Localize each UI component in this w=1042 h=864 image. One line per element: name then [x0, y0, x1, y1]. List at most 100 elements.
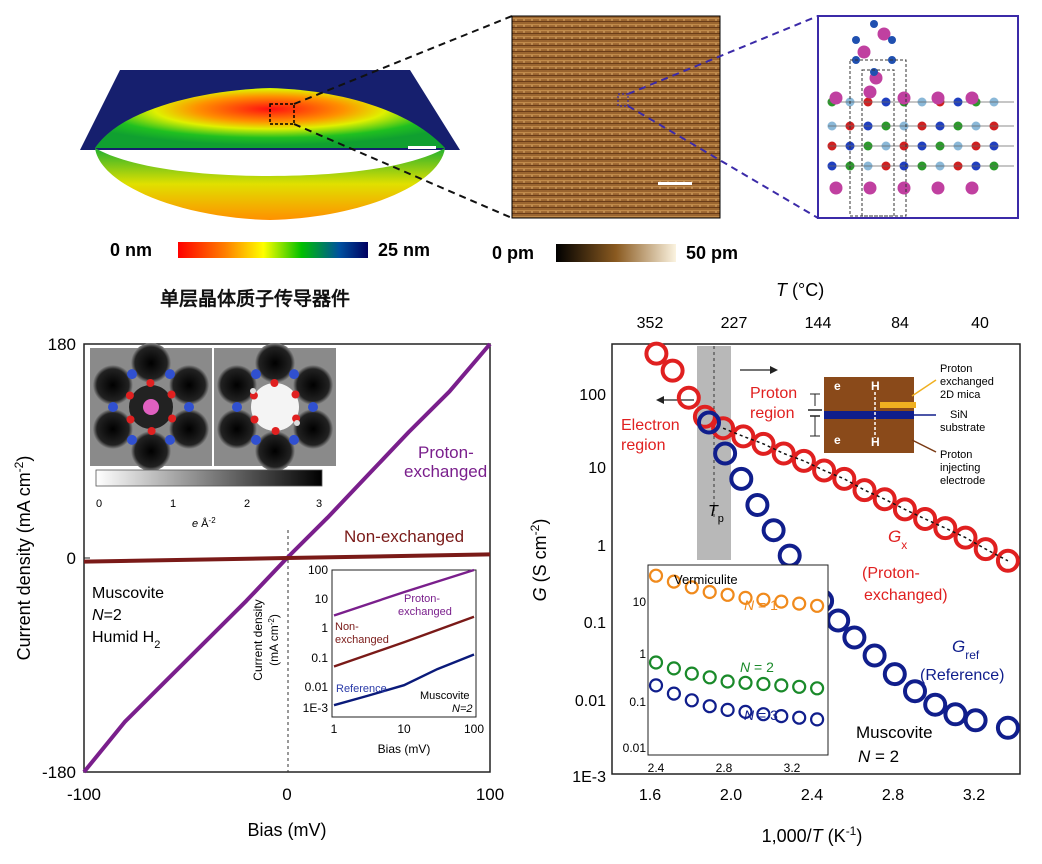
vermiculite-point-n1 [738, 590, 753, 606]
gx-label-3: exchanged) [864, 587, 948, 604]
gref-point [842, 625, 867, 650]
potassium-atom [863, 181, 877, 195]
vermiculite-point-n3 [684, 693, 699, 708]
vermiculite-point-n2 [648, 655, 664, 670]
charge-colorbar [95, 469, 323, 487]
density-blob [169, 365, 210, 405]
o-atom [146, 379, 155, 387]
right-plot-frame [611, 343, 1021, 775]
potassium-atom [897, 181, 911, 195]
left-ytick: 0 [67, 549, 76, 568]
device-label-3: Proton [940, 449, 972, 461]
gx-point [751, 431, 776, 456]
inset-label-n: N=2 [452, 703, 473, 715]
vermiculite-point-n3 [774, 708, 789, 724]
potassium-atom [877, 27, 891, 41]
vermiculite-ytick: 0.01 [623, 741, 647, 755]
vermiculite-point-n1 [756, 592, 771, 607]
left-inset-ylabel-1: Current density [251, 599, 265, 680]
potassium-atom [965, 91, 979, 105]
si-atom [251, 434, 261, 445]
device-label-1: Proton [940, 363, 972, 375]
vermiculite-point-n2 [756, 676, 771, 692]
device-h-bottom: H [871, 435, 880, 449]
gx-point [644, 341, 669, 366]
si-atom [308, 402, 318, 412]
gref-point [697, 410, 721, 435]
device-h-top: H [871, 379, 880, 393]
left-inset-ytick: 1 [321, 621, 328, 635]
device-e-bottom: e [834, 433, 841, 447]
inset-line-1 [333, 615, 475, 668]
gref-point [995, 715, 1020, 740]
vermiculite-point-n1 [774, 594, 789, 609]
scale-bar [408, 146, 436, 149]
vermiculite-inset-frame [647, 564, 829, 756]
inset-line-0 [333, 568, 475, 617]
gref-point [943, 702, 968, 727]
gx-label-2: (Proton- [862, 565, 920, 582]
colorbar-height-min: 0 nm [110, 240, 152, 260]
crystal-structure-model [817, 15, 1019, 219]
right-xtick: 1.6 [639, 787, 661, 804]
o-atom [271, 427, 280, 435]
inset-label-reference: Reference [336, 683, 387, 695]
right-xlabel: 1,000/T (K-1) [762, 824, 863, 846]
right-ytick: 10 [588, 460, 606, 477]
inset-label-muscovite: Muscovite [420, 690, 470, 702]
vermiculite-point-n2 [684, 666, 699, 681]
density-blob [92, 365, 133, 405]
right-ytick: 100 [579, 387, 606, 404]
charge-cb-tick: 2 [244, 498, 250, 510]
vermiculite-point-n2 [720, 674, 735, 689]
gx-point [832, 466, 857, 491]
vermiculite-ytick: 0.1 [629, 695, 646, 709]
inset-label-nonex-2: exchanged [335, 634, 389, 646]
vermiculite-xtick: 2.4 [648, 761, 665, 775]
label-proton-exchanged: Proton- [418, 443, 474, 462]
device-label-1b: exchanged [940, 376, 994, 388]
charge-cb-unit: e Å-2 [192, 516, 216, 531]
gref-point [923, 692, 948, 717]
vermiculite-point-n2 [792, 679, 807, 694]
k-atom [143, 399, 159, 415]
line-non-exchanged [83, 552, 491, 564]
electron-region-label-2: region [621, 437, 665, 454]
sample-n: N=2 [92, 607, 122, 624]
gx-point [660, 358, 685, 383]
tp-label: Tp [708, 503, 724, 525]
top-axis-label: T (°C) [776, 280, 824, 300]
sample-label: Muscovite [92, 585, 164, 602]
charge-cb-tick: 0 [96, 498, 102, 510]
charge-cb-tick: 1 [170, 498, 176, 510]
inset-n3-label: N = 3 [744, 707, 778, 723]
gx-point [812, 458, 837, 483]
electron-region-label: Electron [621, 417, 680, 434]
potassium-atom [965, 181, 979, 195]
figure-caption-title: 单层晶体质子传导器件 [160, 288, 351, 310]
vermiculite-ytick: 10 [633, 595, 647, 609]
si-atom [165, 369, 175, 380]
vermiculite-title: Vermiculite [674, 572, 738, 587]
vermiculite-point-n2 [666, 661, 682, 676]
o-atom [167, 390, 176, 399]
o-atom [291, 390, 300, 399]
potassium-atom [829, 91, 843, 105]
top-tick: 144 [805, 315, 832, 332]
device-label-2b: substrate [940, 422, 985, 434]
left-xtick: 0 [282, 785, 291, 804]
atom [852, 36, 860, 44]
right-xtick: 2.8 [882, 787, 904, 804]
gx-label: Gx [888, 527, 907, 552]
vermiculite-point-n3 [648, 678, 664, 693]
density-blob [216, 409, 257, 449]
vermiculite-point-n2 [809, 681, 825, 696]
gx-point [711, 416, 736, 441]
left-inset-xtick: 100 [464, 722, 484, 736]
vermiculite-point-n1 [648, 568, 664, 583]
inset-n1-label: N = 1 [744, 597, 778, 613]
o-atom [250, 415, 259, 424]
density-blob [293, 365, 334, 405]
right-sample-label: Muscovite [856, 723, 933, 742]
label-non-exchanged: Non-exchanged [344, 527, 464, 546]
